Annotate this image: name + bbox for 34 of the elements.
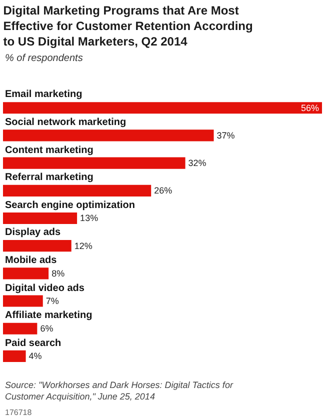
bar [3, 240, 72, 252]
data-label: 12% [74, 240, 92, 251]
y-tick-label: Search engine optimization [5, 200, 136, 211]
y-tick-label: Paid search [5, 338, 62, 349]
bar [3, 212, 78, 224]
data-label: 6% [40, 324, 54, 334]
chart-title: Digital Marketing Programs that Are Most Effective for Customer Retention According to US Digital Marketers, Q2 2014 [3, 3, 253, 49]
y-tick-label: Referral marketing [5, 172, 94, 183]
y-tick-label: Mobile ads [5, 255, 58, 266]
bar [3, 184, 152, 196]
data-label: 56% [300, 102, 319, 113]
bar [3, 322, 38, 334]
data-label: 4% [28, 351, 42, 362]
bar [3, 157, 186, 169]
data-label: 8% [52, 268, 65, 278]
source-note: Source: "Workhorses and Dark Horses: Digital Tactics for Customer Acquisition," June 25, 2014 [5, 380, 234, 402]
chart-subtitle: % of respondents [5, 53, 83, 64]
y-tick-label: Email marketing [5, 89, 82, 100]
bar [3, 130, 214, 142]
y-tick-label: Content marketing [5, 145, 94, 156]
bar [3, 102, 322, 114]
text: 176718 [5, 408, 32, 417]
bar [3, 350, 26, 362]
data-label: 7% [46, 296, 59, 306]
data-label: 32% [188, 158, 206, 168]
bar [3, 295, 43, 307]
data-label: 37% [216, 130, 235, 140]
y-tick-label: Display ads [5, 227, 62, 238]
y-tick-label: Social network marketing [5, 117, 126, 128]
y-tick-label: Affiliate marketing [5, 310, 92, 321]
data-label: 26% [154, 186, 172, 196]
bar [3, 268, 49, 280]
data-label: 13% [80, 213, 98, 224]
y-tick-label: Digital video ads [5, 283, 85, 294]
